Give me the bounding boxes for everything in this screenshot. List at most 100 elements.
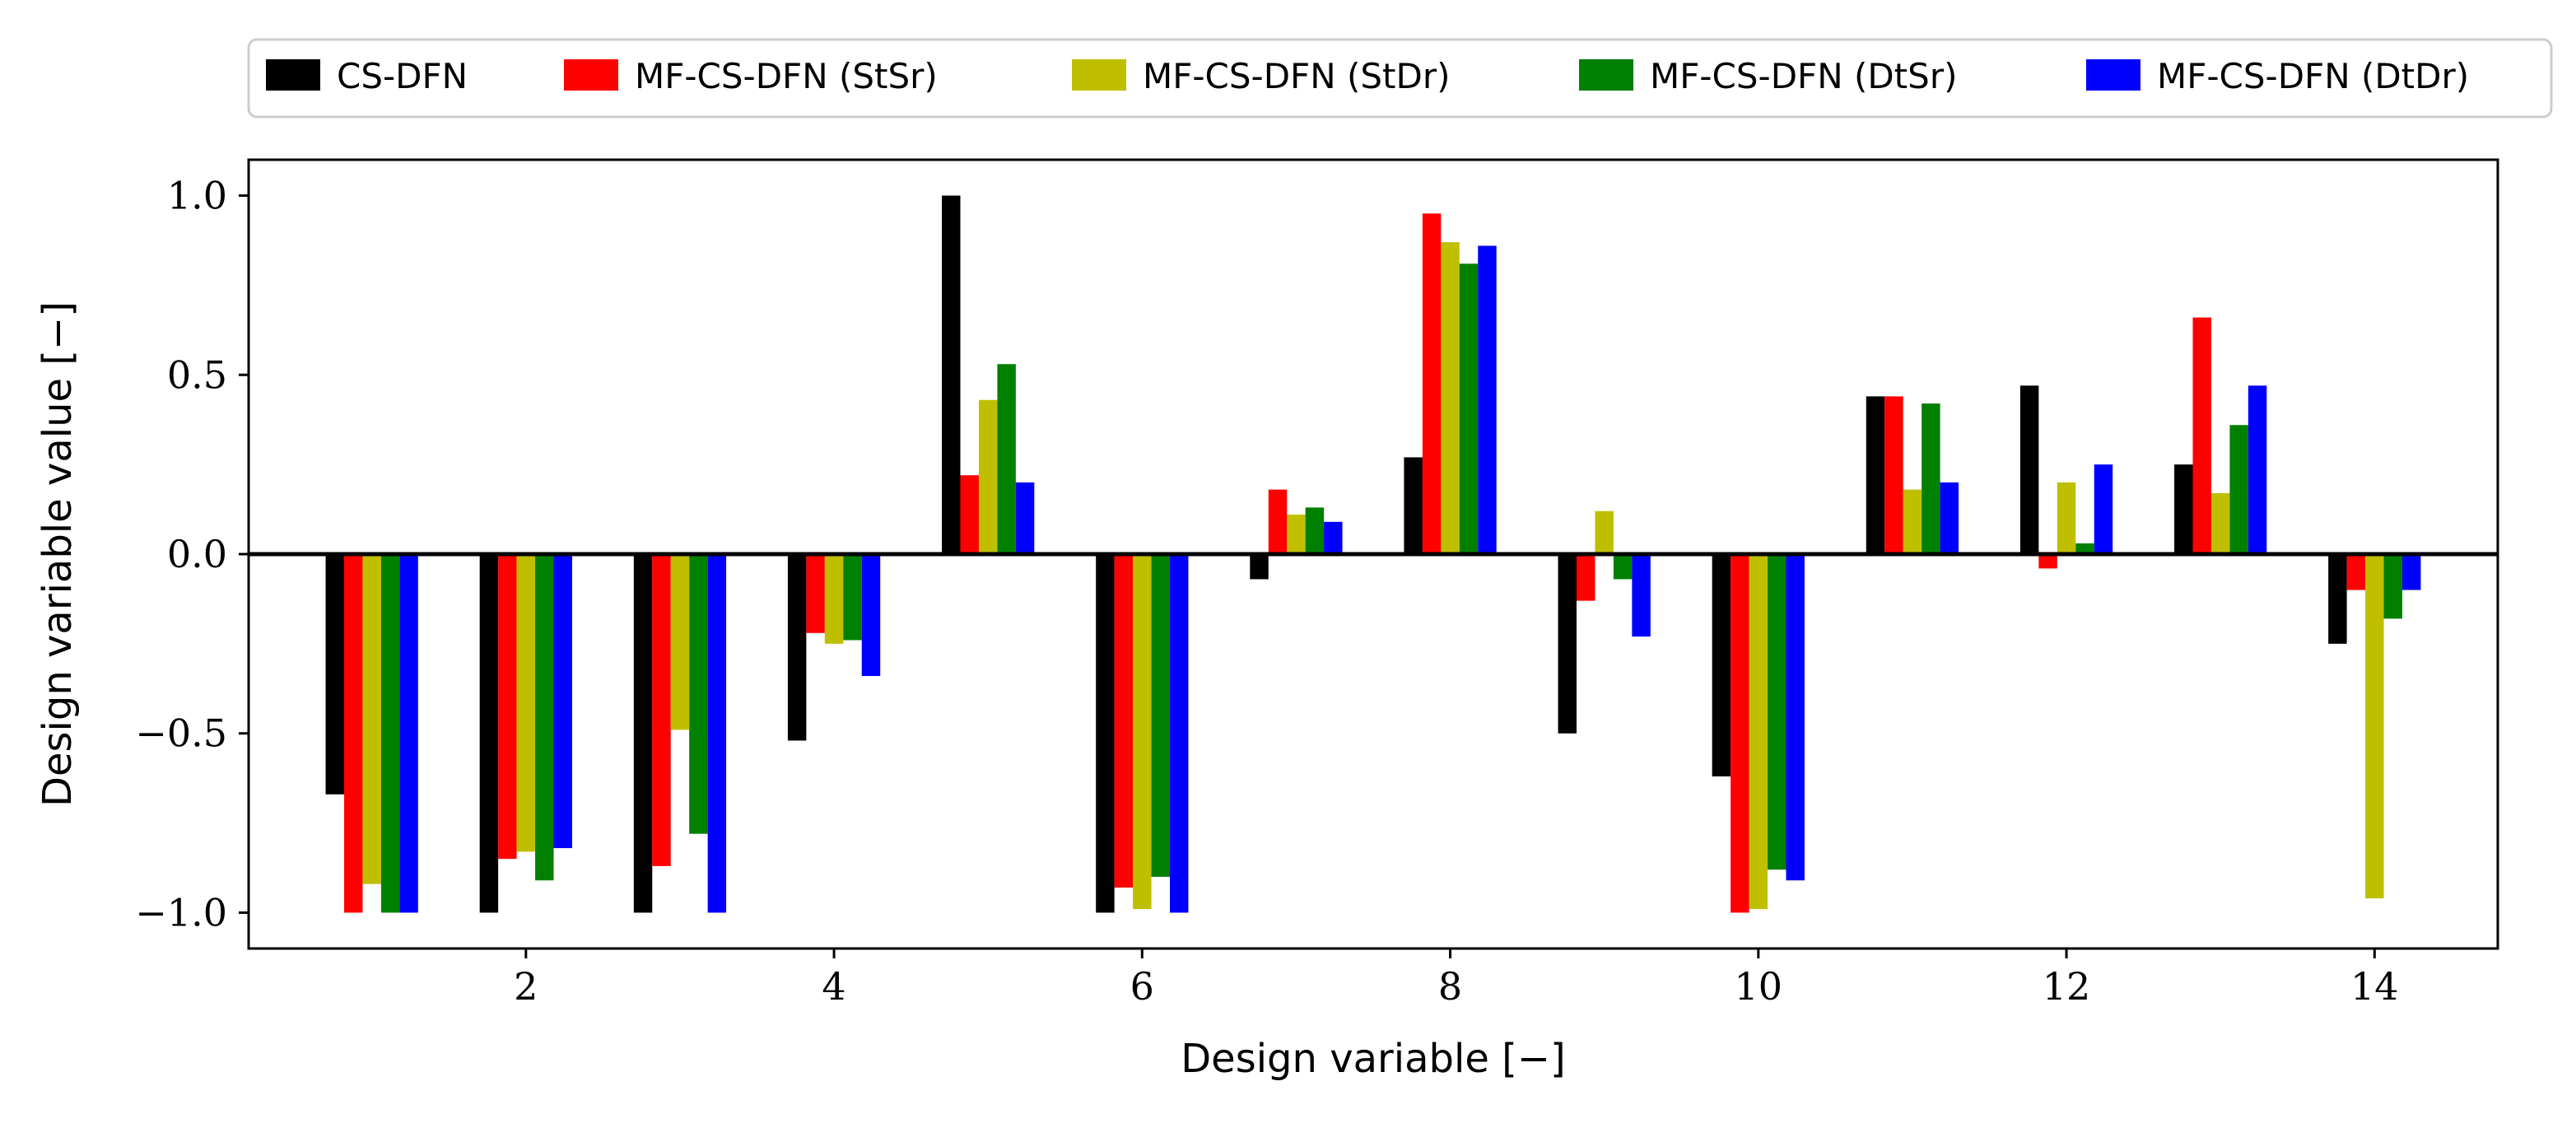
legend-label-2: MF-CS-DFN (StSr) — [635, 56, 938, 96]
bar-2-var-2 — [498, 554, 517, 860]
bar-3-var-13 — [2210, 492, 2230, 554]
bar-1-var-2 — [479, 554, 499, 913]
bar-2-var-12 — [2038, 554, 2057, 569]
bar-4-var-11 — [1922, 403, 1940, 554]
bar-3-var-1 — [362, 554, 381, 884]
bar-1-var-8 — [1404, 457, 1423, 554]
bar-4-var-12 — [2075, 543, 2094, 554]
bar-5-var-1 — [399, 554, 418, 913]
bar-4-var-13 — [2229, 425, 2248, 554]
bar-5-var-12 — [2094, 464, 2113, 554]
bar-3-var-5 — [978, 399, 998, 554]
bar-2-var-10 — [1731, 554, 1749, 913]
bar-1-var-4 — [787, 554, 807, 741]
bar-3-var-10 — [1749, 554, 1768, 910]
legend-frame — [247, 38, 2553, 119]
bar-1-var-12 — [2019, 385, 2039, 554]
legend-swatch-2 — [564, 59, 618, 91]
bar-2-var-14 — [2346, 554, 2366, 590]
bar-5-var-8 — [1478, 245, 1497, 554]
bar-4-var-8 — [1459, 263, 1479, 554]
bar-2-var-8 — [1422, 213, 1442, 554]
bar-1-var-1 — [325, 554, 345, 795]
bar-3-var-3 — [670, 554, 690, 730]
x-tick-label: 2 — [514, 964, 538, 1009]
bar-1-var-13 — [2174, 464, 2193, 554]
y-tick-label: −1.0 — [135, 890, 227, 935]
bar-3-var-11 — [1903, 489, 1922, 554]
y-axis-label: Design variable value [−] — [35, 301, 81, 807]
bar-3-var-4 — [824, 554, 844, 644]
bar-5-var-5 — [1015, 482, 1035, 554]
y-axis-ticks: 1.0 0.5 0.0 −0.5 −1.0 — [135, 174, 249, 935]
x-tick-label: 12 — [2043, 964, 2091, 1009]
bar-1-var-10 — [1712, 554, 1731, 776]
bar-3-var-14 — [2365, 554, 2384, 899]
bar-5-var-14 — [2401, 554, 2421, 590]
x-tick-label: 6 — [1130, 964, 1154, 1009]
x-axis-label: Design variable [−] — [1181, 1036, 1566, 1082]
bar-1-var-5 — [942, 195, 961, 555]
bar-1-var-14 — [2328, 554, 2347, 644]
bar-2-var-1 — [344, 554, 363, 913]
legend-swatch-4 — [1579, 59, 1633, 91]
bar-3-var-6 — [1133, 554, 1152, 910]
x-tick-label: 10 — [1735, 964, 1783, 1009]
legend-label-5: MF-CS-DFN (DtDr) — [2157, 56, 2469, 96]
bar-1-var-11 — [1866, 396, 1885, 554]
bar-4-var-7 — [1305, 507, 1325, 554]
bar-5-var-13 — [2248, 385, 2267, 554]
y-tick-label: 1.0 — [167, 174, 227, 218]
bar-3-var-7 — [1287, 515, 1306, 554]
bar-5-var-3 — [707, 554, 727, 913]
bar-2-var-11 — [1884, 396, 1903, 554]
bar-2-var-3 — [652, 554, 671, 866]
bar-5-var-7 — [1324, 521, 1343, 554]
x-axis-ticks: 2 4 6 8 10 12 14 — [514, 949, 2399, 1009]
bar-5-var-4 — [861, 554, 881, 677]
bars — [325, 195, 2421, 913]
bar-1-var-6 — [1096, 554, 1115, 913]
y-tick-label: 0.5 — [167, 352, 227, 397]
bar-4-var-9 — [1613, 554, 1633, 580]
y-tick-label: 0.0 — [167, 532, 227, 576]
bar-4-var-2 — [535, 554, 554, 881]
bar-4-var-10 — [1768, 554, 1786, 870]
legend: CS-DFN MF-CS-DFN (StSr) MF-CS-DFN (StDr) MF… — [247, 38, 2553, 119]
bar-4-var-4 — [843, 554, 862, 641]
bar-1-var-9 — [1558, 554, 1577, 734]
legend-label-4: MF-CS-DFN (DtSr) — [1650, 56, 1957, 96]
bar-4-var-14 — [2383, 554, 2402, 619]
bar-2-var-7 — [1268, 489, 1288, 554]
x-tick-label: 14 — [2350, 964, 2399, 1009]
bar-4-var-1 — [380, 554, 400, 913]
bar-3-var-12 — [2057, 482, 2076, 554]
bar-5-var-10 — [1786, 554, 1805, 881]
bar-3-var-2 — [516, 554, 536, 852]
bar-5-var-2 — [553, 554, 572, 849]
bar-2-var-6 — [1114, 554, 1134, 888]
bar-4-var-6 — [1151, 554, 1170, 877]
bar-5-var-9 — [1632, 554, 1651, 637]
legend-label-1: CS-DFN — [337, 56, 468, 96]
bar-2-var-4 — [806, 554, 825, 633]
x-tick-label: 8 — [1438, 964, 1462, 1009]
legend-swatch-3 — [1072, 59, 1126, 91]
bar-1-var-3 — [633, 554, 653, 913]
bar-2-var-13 — [2192, 317, 2211, 554]
legend-swatch-5 — [2086, 59, 2140, 91]
bar-5-var-6 — [1170, 554, 1189, 913]
y-tick-label: −0.5 — [135, 711, 227, 756]
legend-label-3: MF-CS-DFN (StDr) — [1143, 56, 1450, 96]
bar-5-var-11 — [1940, 482, 1959, 554]
bar-4-var-5 — [997, 364, 1016, 554]
bar-4-var-3 — [689, 554, 708, 834]
bar-3-var-9 — [1595, 510, 1614, 554]
bar-3-var-8 — [1441, 242, 1460, 554]
x-tick-label: 4 — [822, 964, 845, 1009]
bar-2-var-9 — [1577, 554, 1595, 601]
bar-2-var-5 — [960, 475, 979, 554]
bar-1-var-7 — [1250, 554, 1269, 580]
legend-swatch-1 — [266, 59, 320, 91]
